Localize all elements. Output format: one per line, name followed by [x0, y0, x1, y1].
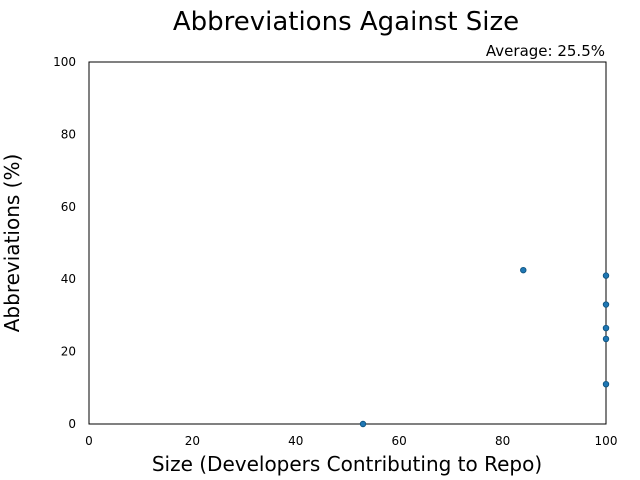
plot-area-frame: [88, 61, 607, 425]
scatter-point: [602, 272, 610, 279]
scatter-point: [359, 420, 367, 428]
y-tick-label: 100: [53, 55, 76, 69]
scatter-point: [602, 324, 610, 332]
scatter-point: [520, 266, 527, 274]
x-tick-label: 100: [595, 434, 618, 448]
x-tick-label: 40: [288, 434, 303, 448]
y-tick-label: 20: [61, 345, 76, 359]
y-tick-label: 60: [61, 200, 76, 214]
scatter-point: [602, 380, 610, 388]
y-axis-label: Abbreviations (%): [0, 154, 24, 333]
y-tick-label: 80: [61, 127, 76, 141]
y-tick-label: 0: [68, 417, 76, 431]
x-tick-label: 60: [392, 434, 407, 448]
scatter-point: [602, 301, 610, 308]
average-annotation: Average: 25.5%: [486, 42, 605, 60]
x-tick-label: 80: [495, 434, 510, 448]
data-points: [359, 266, 610, 428]
y-tick-label: 40: [61, 272, 76, 286]
x-tick-label: 0: [85, 434, 93, 448]
y-axis-ticks: 0 20 40 60 80 100: [53, 55, 76, 431]
x-axis-label: Size (Developers Contributing to Repo): [152, 452, 542, 476]
x-axis-ticks: 0 20 40 60 80 100: [85, 434, 617, 448]
x-tick-label: 20: [185, 434, 200, 448]
scatter-point: [602, 335, 610, 343]
chart-title: Abbreviations Against Size: [173, 7, 519, 37]
